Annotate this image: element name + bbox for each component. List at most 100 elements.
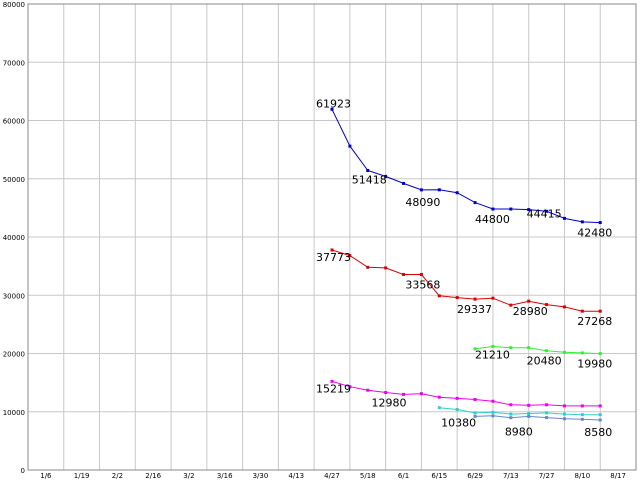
data-point <box>580 309 584 313</box>
data-point <box>598 221 602 225</box>
data-point <box>348 254 352 258</box>
data-point <box>473 201 477 205</box>
data-point <box>455 408 459 412</box>
data-point <box>580 417 584 421</box>
data-label: 10380 <box>441 417 476 430</box>
data-point <box>455 296 459 300</box>
data-point <box>509 412 513 416</box>
data-point <box>437 406 441 410</box>
x-tick-label: 8/10 <box>574 472 590 480</box>
data-point <box>545 416 549 420</box>
x-tick-label: 3/2 <box>183 472 194 480</box>
data-point <box>473 347 477 351</box>
series-points <box>330 107 602 422</box>
data-point <box>473 398 477 402</box>
data-label: 29337 <box>457 303 492 316</box>
data-label: 15219 <box>316 382 351 395</box>
series-line-2 <box>331 249 601 312</box>
data-point <box>419 272 423 276</box>
data-point <box>509 207 513 211</box>
x-tick-label: 6/29 <box>467 472 483 480</box>
data-point <box>491 207 495 211</box>
data-label: 21210 <box>475 348 510 361</box>
data-point <box>348 144 352 148</box>
data-point <box>562 216 566 220</box>
series-line-1 <box>331 109 601 224</box>
data-point <box>527 208 531 212</box>
data-point <box>437 188 441 192</box>
y-tick-label: 60000 <box>3 118 25 126</box>
data-point <box>330 379 334 383</box>
data-label: 44800 <box>475 213 510 226</box>
data-point <box>491 410 495 414</box>
data-point <box>527 403 531 407</box>
data-point <box>402 392 406 396</box>
data-point <box>455 191 459 195</box>
x-tick-label: 4/13 <box>288 472 304 480</box>
data-point <box>491 414 495 418</box>
data-point <box>366 265 370 269</box>
data-point <box>562 305 566 309</box>
x-tick-label: 3/30 <box>253 472 269 480</box>
data-point <box>473 414 477 418</box>
data-label: 42480 <box>577 227 612 240</box>
x-tick-label: 6/1 <box>398 472 409 480</box>
data-point <box>598 309 602 313</box>
data-point <box>509 303 513 307</box>
data-point <box>473 297 477 301</box>
axes <box>27 3 637 471</box>
data-point <box>545 403 549 407</box>
x-tick-label: 7/27 <box>539 472 555 480</box>
y-tick-label: 30000 <box>3 292 25 300</box>
data-point <box>437 294 441 298</box>
data-point <box>509 416 513 420</box>
data-point <box>348 385 352 389</box>
x-tick-label: 3/16 <box>217 472 233 480</box>
data-point <box>562 404 566 408</box>
series-line-6 <box>475 415 601 421</box>
x-tick-label: 6/15 <box>431 472 447 480</box>
data-point <box>384 266 388 270</box>
x-tick-label: 2/16 <box>145 472 161 480</box>
data-label: 37773 <box>316 251 351 264</box>
data-labels: 61923 51418 48090 44800 44415 42480 37773 33568… <box>316 97 612 439</box>
x-tick-labels: 1/6 1/19 2/2 2/16 3/2 3/16 3/30 4/13 4/27 5/18 6/1… <box>40 472 626 480</box>
data-point <box>598 352 602 356</box>
y-tick-label: 0 <box>21 467 25 475</box>
data-label: 28980 <box>513 305 548 318</box>
y-tick-label: 50000 <box>3 176 25 184</box>
y-tick-label: 80000 <box>3 1 25 9</box>
x-tick-label: 8/17 <box>610 472 626 480</box>
data-label: 8580 <box>584 426 612 439</box>
data-point <box>527 411 531 415</box>
data-label: 33568 <box>405 278 440 291</box>
data-point <box>580 351 584 355</box>
y-tick-label: 20000 <box>3 351 25 359</box>
x-tick-label: 1/19 <box>74 472 90 480</box>
data-point <box>402 272 406 276</box>
data-point <box>384 391 388 395</box>
data-point <box>598 418 602 422</box>
x-tick-label: 5/18 <box>360 472 376 480</box>
series-lines <box>331 109 601 421</box>
data-point <box>527 346 531 350</box>
data-point <box>580 220 584 224</box>
plot-frame <box>27 3 637 471</box>
y-tick-label: 10000 <box>3 409 25 417</box>
data-point <box>545 303 549 307</box>
series-line-4 <box>331 380 601 407</box>
data-label: 8980 <box>505 426 533 439</box>
x-tick-label: 1/6 <box>40 472 52 480</box>
data-point <box>527 299 531 303</box>
data-point <box>491 296 495 300</box>
y-tick-label: 70000 <box>3 59 25 67</box>
data-point <box>330 107 334 111</box>
data-point <box>491 344 495 348</box>
data-point <box>384 174 388 178</box>
data-point <box>491 399 495 403</box>
data-point <box>580 413 584 417</box>
y-tick-labels: 0 10000 20000 30000 40000 50000 60000 70000 8000… <box>3 1 25 475</box>
data-point <box>509 403 513 407</box>
x-tick-label: 2/2 <box>112 472 123 480</box>
